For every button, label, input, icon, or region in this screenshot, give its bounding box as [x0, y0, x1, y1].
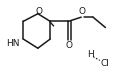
Text: Cl: Cl	[100, 59, 109, 68]
Text: O: O	[78, 7, 85, 16]
Text: H: H	[87, 50, 93, 59]
Text: HN: HN	[6, 39, 19, 48]
Text: O: O	[65, 41, 72, 50]
Text: O: O	[35, 7, 42, 16]
